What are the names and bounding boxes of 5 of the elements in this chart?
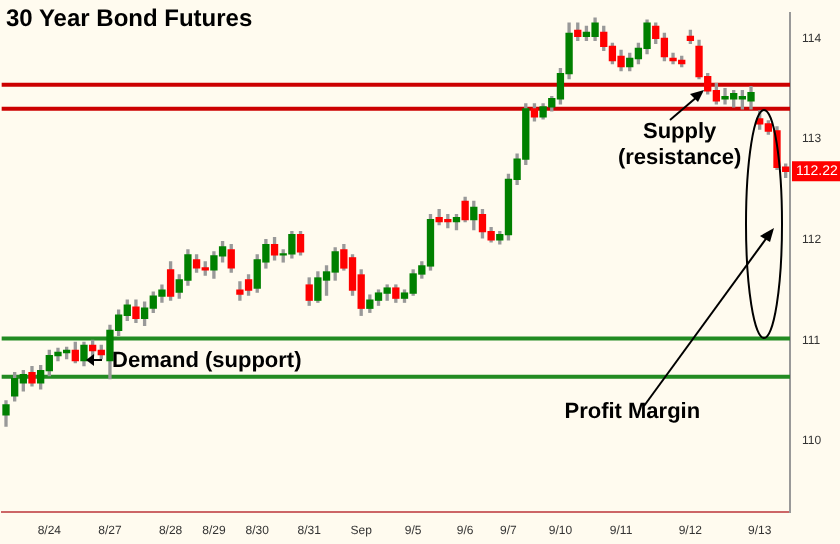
ref-line-label: Supply (resistance) (617, 119, 743, 170)
candlestick (721, 88, 729, 105)
ref-line-label: Demand (support) (112, 349, 303, 374)
annotation: Profit Margin (564, 399, 701, 424)
chart-title: 30 Year Bond Futures (6, 4, 253, 32)
